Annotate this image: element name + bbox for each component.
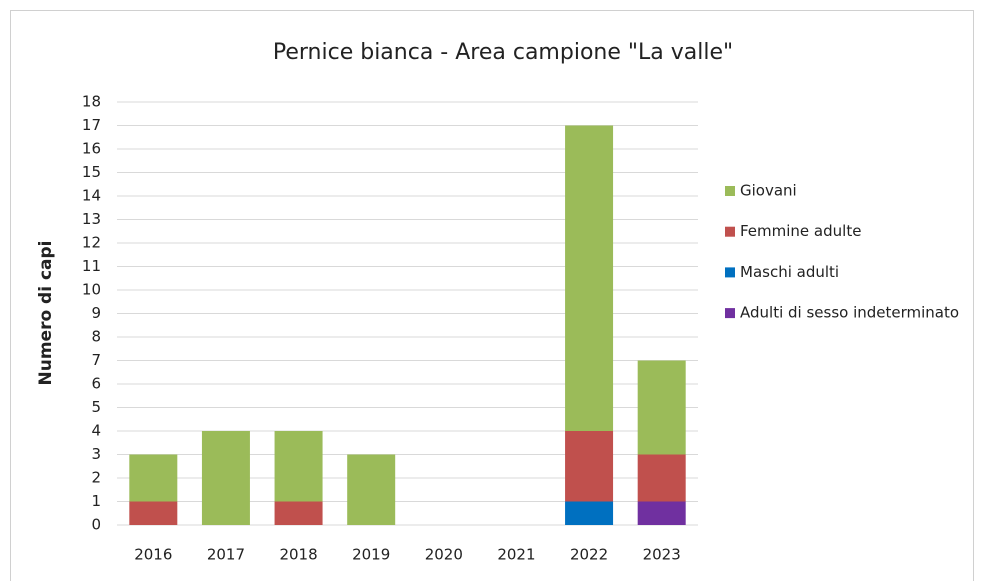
- bar-segment: [565, 125, 614, 431]
- legend-label: Femmine adulte: [740, 222, 861, 240]
- bar-segment: [201, 431, 250, 525]
- bar-segment: [129, 454, 178, 502]
- y-tick-label: 13: [82, 210, 101, 228]
- legend-swatch: [725, 226, 735, 237]
- y-axis-title: Numero di capi: [36, 240, 56, 385]
- bar-segment: [637, 454, 686, 502]
- y-tick-label: 5: [91, 398, 101, 416]
- bar-segment: [565, 431, 614, 502]
- bar-segment: [274, 501, 323, 525]
- y-tick-label: 2: [91, 469, 101, 487]
- legend-swatch: [725, 308, 735, 319]
- y-tick-label: 0: [91, 516, 101, 534]
- bar-segment: [637, 501, 686, 525]
- legend-swatch: [725, 267, 735, 278]
- bar-segment: [347, 454, 396, 525]
- legend-swatch: [725, 186, 735, 196]
- y-tick-label: 11: [82, 257, 101, 275]
- bar-segment: [129, 501, 178, 525]
- x-tick-label: 2021: [497, 546, 535, 564]
- y-tick-label: 12: [82, 234, 101, 252]
- y-tick-label: 15: [82, 163, 101, 181]
- y-tick-label: 4: [91, 422, 101, 440]
- legend-label: Adulti di sesso indeterminato: [740, 304, 959, 322]
- x-tick-label: 2022: [570, 546, 608, 564]
- x-tick-label: 2023: [643, 546, 681, 564]
- y-tick-label: 7: [91, 351, 101, 369]
- bar-segment: [637, 360, 686, 455]
- y-tick-label: 14: [82, 187, 101, 205]
- y-tick-label: 17: [82, 116, 101, 134]
- x-tick-label: 2018: [279, 546, 317, 564]
- x-tick-label: 2020: [425, 546, 463, 564]
- legend-label: Maschi adulti: [740, 263, 839, 281]
- bar-segment: [565, 501, 614, 525]
- y-tick-label: 18: [82, 93, 101, 111]
- y-tick-label: 6: [91, 375, 101, 393]
- x-tick-label: 2017: [207, 546, 245, 564]
- legend-label: Giovani: [740, 182, 797, 200]
- x-tick-label: 2016: [134, 546, 172, 564]
- y-tick-label: 16: [82, 140, 101, 158]
- y-tick-label: 1: [91, 492, 101, 510]
- y-tick-label: 10: [82, 281, 101, 299]
- x-tick-label: 2019: [352, 546, 390, 564]
- bar-segment: [274, 431, 323, 502]
- y-tick-label: 8: [91, 328, 101, 346]
- y-tick-label: 3: [91, 445, 101, 463]
- chart-title: Pernice bianca - Area campione "La valle…: [273, 40, 733, 65]
- y-tick-label: 9: [91, 304, 101, 322]
